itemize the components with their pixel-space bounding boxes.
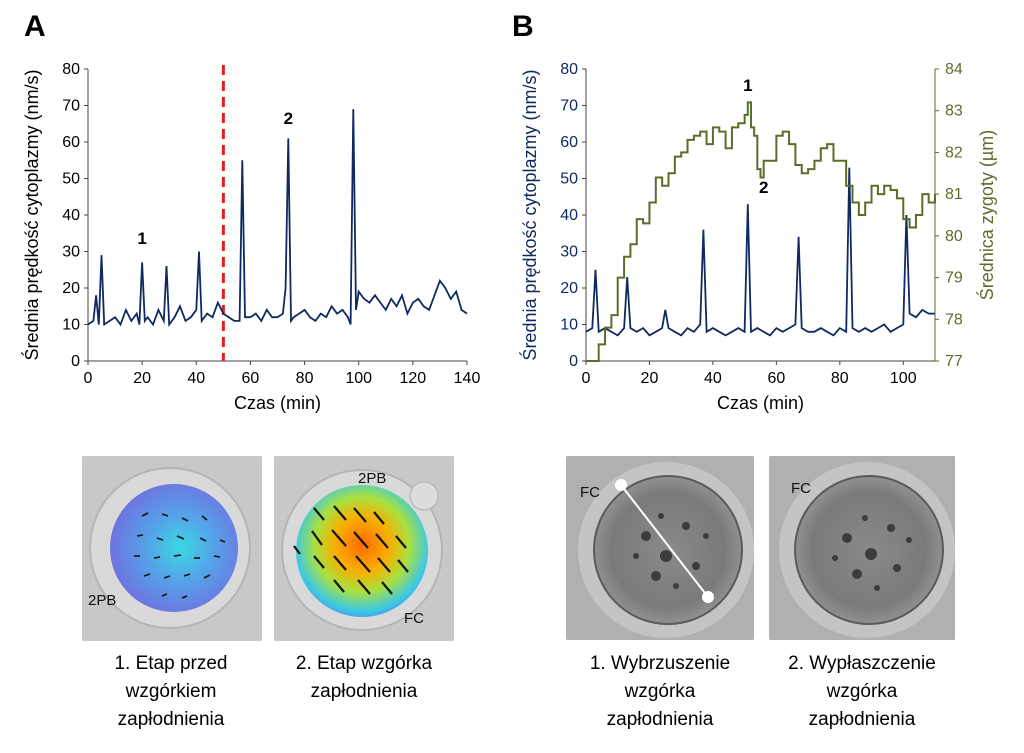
x-tick-label: 80 (296, 370, 314, 387)
label-fc: FC (404, 610, 424, 627)
x-tick-label: 60 (767, 370, 785, 387)
caption-line: 1. Etap przed (114, 653, 228, 674)
micrograph-a2-drawing (274, 456, 454, 641)
y-tick-label: 80 (560, 61, 578, 78)
chart-b: 0 10 20 30 40 50 60 70 80 0 20 40 60 80 100 77 78 79 80 81 8… (519, 61, 997, 413)
y-tick-label: 80 (62, 61, 80, 78)
y-tick-label: 0 (71, 353, 80, 370)
y2-tick-label: 84 (945, 61, 963, 78)
x-tick-label: 40 (704, 370, 722, 387)
y-tick-label: 40 (62, 207, 80, 224)
y-axis-title: Średnia prędkość cytoplazmy (nm/s) (21, 69, 42, 360)
caption-a1: 1. Etap przed wzgórkiem zapłodnienia (76, 650, 266, 734)
y-tick-label: 60 (560, 134, 578, 151)
y-tick-label: 10 (62, 317, 80, 334)
y2-axis-title: Średnica zygoty (µm) (976, 130, 997, 300)
x-axis-title: Czas (min) (234, 393, 321, 413)
x-tick-label: 40 (187, 370, 205, 387)
caption-line: zapłodnienia (117, 709, 225, 730)
x-tick-label: 60 (242, 370, 260, 387)
y2-tick-label: 80 (945, 228, 963, 245)
caption-line: 2. Wypłaszczenie (788, 653, 936, 674)
annotation-label: 2 (284, 109, 293, 128)
micrograph-b1-drawing (566, 456, 754, 640)
caption-b1: 1. Wybrzuszenie wzgórka zapłodnienia (560, 650, 760, 734)
caption-line: wzgórkiem (125, 681, 217, 702)
annotation-label: 1 (137, 229, 146, 248)
caption-line: zapłodnienia (606, 709, 714, 730)
y-tick-label: 30 (560, 244, 578, 261)
x-tick-label: 20 (641, 370, 659, 387)
x-tick-label: 120 (400, 370, 427, 387)
x-tick-label: 0 (84, 370, 93, 387)
micrograph-b2-drawing (769, 456, 955, 640)
caption-line: 2. Etap wzgórka (295, 653, 433, 674)
caption-line: 1. Wybrzuszenie (589, 653, 731, 674)
y2-tick-label: 77 (945, 353, 963, 370)
series-line-speed (585, 167, 935, 337)
caption-line: wzgórka (624, 681, 696, 702)
y-tick-label: 60 (62, 134, 80, 151)
micrograph-b2: FC (769, 456, 955, 640)
y-tick-label: 20 (560, 280, 578, 297)
x-tick-label: 0 (582, 370, 591, 387)
x-tick-label: 100 (345, 370, 372, 387)
panel-label-b: B (512, 10, 534, 43)
y-tick-label: 50 (62, 171, 80, 188)
x-tick-label: 100 (890, 370, 917, 387)
y2-tick-label: 78 (945, 311, 963, 328)
y2-tick-label: 79 (945, 270, 963, 287)
y-tick-label: 10 (560, 317, 578, 334)
y-tick-label: 30 (62, 244, 80, 261)
chart-a: 0 10 20 30 40 50 60 70 80 0 20 40 60 80 100 120 140 Czas … (21, 61, 481, 413)
y2-tick-label: 82 (945, 144, 963, 161)
y2-tick-label: 81 (945, 186, 963, 203)
micrograph-b1: FC (566, 456, 754, 640)
caption-a2: 2. Etap wzgórka zapłodnienia (266, 650, 462, 706)
micrograph-a2: 2PB FC (274, 456, 454, 641)
caption-line: zapłodnienia (808, 709, 916, 730)
label-2pb: 2PB (88, 592, 117, 609)
label-2pb: 2PB (358, 470, 387, 487)
y-tick-label: 40 (560, 207, 578, 224)
panel-label-a: A (24, 10, 46, 43)
x-tick-label: 80 (831, 370, 849, 387)
y-tick-label: 70 (62, 98, 80, 115)
y-tick-label: 70 (560, 98, 578, 115)
x-axis-title: Czas (min) (717, 393, 804, 413)
micrograph-a1: 2PB (82, 456, 262, 641)
series-line-speed (87, 109, 468, 328)
annotation-label: 2 (759, 178, 768, 197)
y-tick-label: 0 (569, 353, 578, 370)
y2-tick-label: 83 (945, 103, 963, 120)
annotation-label: 1 (743, 76, 752, 95)
caption-b2: 2. Wypłaszczenie wzgórka zapłodnienia (762, 650, 962, 734)
y-axis-title: Średnia prędkość cytoplazmy (nm/s) (519, 69, 540, 360)
caption-line: zapłodnienia (310, 681, 418, 702)
x-tick-label: 140 (454, 370, 481, 387)
label-fc: FC (791, 480, 811, 497)
y-tick-label: 50 (560, 171, 578, 188)
micrograph-a1-drawing (82, 456, 262, 641)
x-tick-label: 20 (133, 370, 151, 387)
series-line-zygote (586, 101, 936, 362)
label-fc: FC (580, 484, 600, 501)
y-tick-label: 20 (62, 280, 80, 297)
caption-line: wzgórka (826, 681, 898, 702)
